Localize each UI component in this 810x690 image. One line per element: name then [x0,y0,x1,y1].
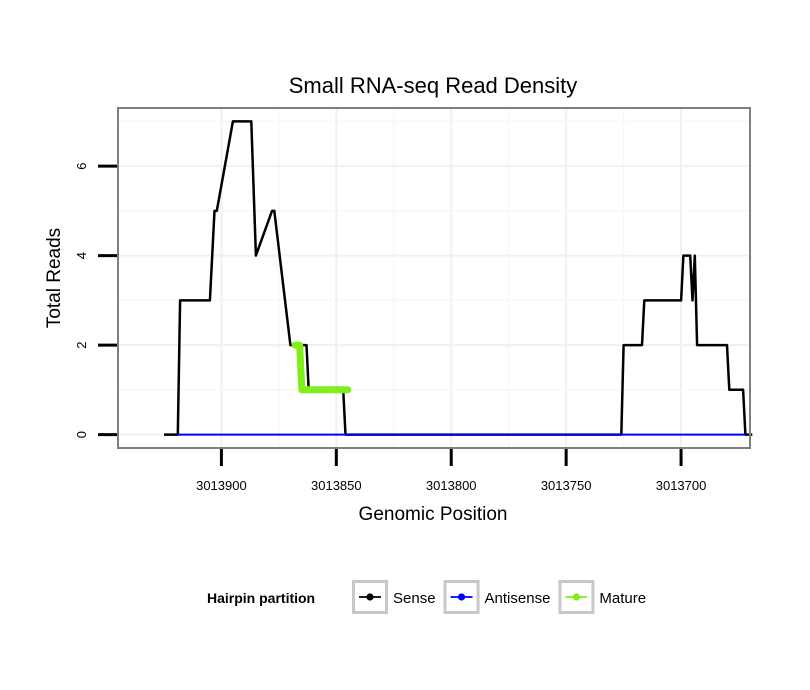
legend-key-marker [457,593,466,601]
legend-label: Antisense [485,590,551,607]
y-tick-label: 6 [74,163,89,170]
y-axis-title: Total Reads [44,228,65,328]
legend-item-sense: Sense [352,580,436,614]
series-layer [164,120,753,436]
chart-title: Small RNA-seq Read Density [289,73,578,98]
legend-item-mature: Mature [558,580,646,614]
legend-label: Sense [393,590,436,607]
x-tick-label: 3013800 [426,478,477,493]
x-tick-label: 3013750 [541,478,592,493]
y-tick-label: 0 [74,431,89,438]
x-axis-title: Genomic Position [359,504,508,525]
legend-key-marker [366,593,374,601]
plot-border [117,107,751,449]
series-line-mature [291,341,352,394]
y-tick-label: 4 [74,252,89,259]
legend: Hairpin partition Sense Antisense Mature [207,580,646,614]
x-tick-label: 3013900 [196,478,247,493]
legend-title: Hairpin partition [207,590,315,606]
x-axis: 3013900 3013850 3013800 3013750 3013700 [196,449,706,493]
legend-item-antisense: Antisense [443,580,551,614]
legend-label: Mature [599,590,646,607]
legend-key-marker [572,593,581,601]
x-tick-label: 3013850 [311,478,362,493]
y-tick-label: 2 [74,341,89,348]
x-tick-label: 3013700 [656,478,707,493]
y-axis: 0 2 4 6 [74,163,117,438]
plot-background [118,108,750,448]
